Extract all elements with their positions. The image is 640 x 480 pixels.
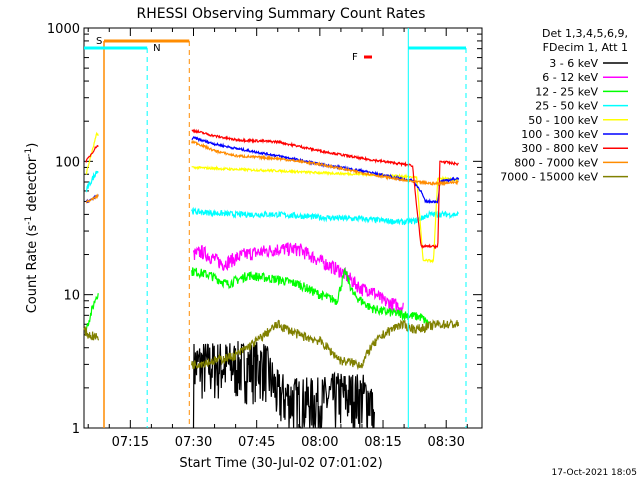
- x-tick-label: 07:30: [175, 435, 212, 450]
- series-line-50to100keV: [85, 131, 99, 175]
- y-tick-label: 1: [72, 422, 80, 437]
- legend-label: 300 - 800 keV: [521, 142, 598, 155]
- series-line-7000to15000keV: [191, 318, 460, 371]
- legend-label: 800 - 7000 keV: [514, 156, 598, 169]
- y-tick-label: 1000: [47, 22, 80, 37]
- legend-label: 100 - 300 keV: [521, 128, 598, 141]
- series-line-25to50keV: [191, 206, 460, 226]
- chart-title: RHESSI Observing Summary Count Rates: [137, 6, 426, 22]
- series-line-800to7000keV: [191, 139, 459, 187]
- y-tick-label: 100: [55, 155, 80, 170]
- y-axis-label: Count Rate (s-1 detector-1): [24, 143, 40, 314]
- legend: Det 1,3,4,5,6,9,FDecim 1, Att 1 3 - 6 keV…: [500, 27, 628, 184]
- annotation-layer: S N F: [84, 28, 467, 428]
- axis-ticks: 07:15 07:30 07:45 08:00 08:15 08:30 1 10 100 1000: [47, 22, 482, 450]
- x-tick-label: 07:45: [238, 435, 275, 450]
- footer-date: 17-Oct-2021 18:05: [552, 468, 637, 478]
- x-tick-label: 08:30: [427, 435, 464, 450]
- legend-label: 3 - 6 keV: [549, 57, 598, 70]
- series-line-3to6keV: [192, 341, 375, 429]
- series-line-300to800keV: [85, 145, 99, 163]
- series-line-12to25keV: [85, 293, 99, 334]
- legend-header: Det 1,3,4,5,6,9,: [542, 27, 628, 40]
- y-tick-label: 10: [63, 289, 80, 304]
- flare-label: F: [352, 52, 358, 63]
- series-line-800to7000keV: [85, 193, 99, 204]
- saa-label: S: [96, 36, 102, 47]
- night-label: N: [153, 43, 160, 54]
- series-lines: [83, 128, 460, 429]
- series-line-12to25keV: [191, 267, 430, 326]
- series-line-25to50keV: [85, 170, 99, 193]
- legend-label: 6 - 12 keV: [542, 71, 598, 84]
- legend-header: FDecim 1, Att 1: [543, 41, 628, 54]
- series-line-7000to15000keV: [83, 326, 100, 341]
- x-tick-label: 07:15: [112, 435, 149, 450]
- legend-label: 50 - 100 keV: [528, 114, 598, 127]
- series-line-6to12keV: [192, 242, 404, 315]
- legend-label: 7000 - 15000 keV: [500, 171, 598, 184]
- series-line-100to300keV: [191, 136, 460, 204]
- x-axis-label: Start Time (30-Jul-02 07:01:02): [179, 456, 382, 471]
- plot-frame: [83, 27, 483, 429]
- legend-label: 12 - 25 keV: [535, 85, 598, 98]
- x-tick-label: 08:15: [364, 435, 401, 450]
- x-tick-label: 08:00: [301, 435, 338, 450]
- legend-label: 25 - 50 keV: [535, 100, 598, 113]
